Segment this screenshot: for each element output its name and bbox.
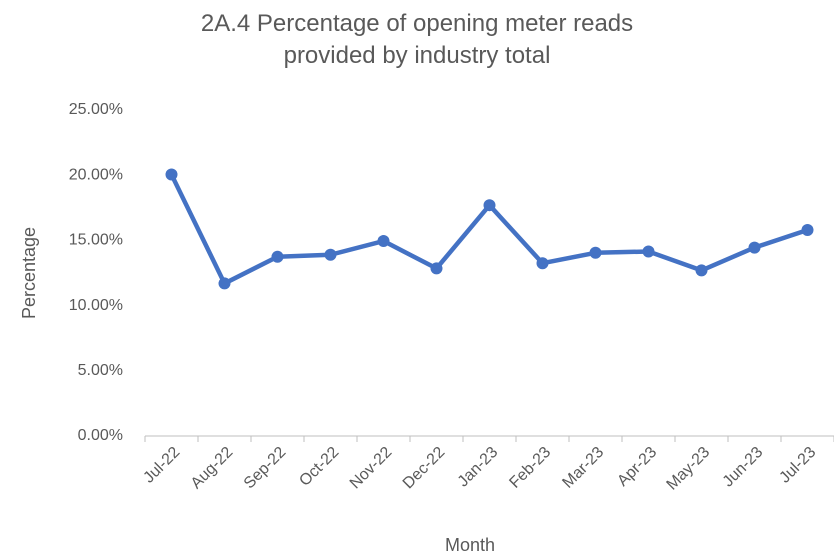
data-point bbox=[589, 246, 602, 259]
x-tick-label: Jun-23 bbox=[720, 444, 767, 491]
x-tick-label: Nov-22 bbox=[347, 444, 396, 493]
y-axis-label: Percentage bbox=[19, 227, 39, 319]
x-axis-label: Month bbox=[445, 535, 495, 555]
data-point bbox=[430, 262, 443, 275]
data-point bbox=[695, 264, 708, 277]
x-tick-label: May-23 bbox=[664, 444, 714, 494]
x-tick-label: Aug-22 bbox=[188, 444, 237, 493]
x-tick-label: Apr-23 bbox=[614, 444, 660, 490]
y-tick-label: 25.00% bbox=[69, 101, 123, 118]
x-tick-label: Jan-23 bbox=[455, 444, 502, 491]
y-tick-label: 0.00% bbox=[78, 427, 123, 444]
x-tick-label: Jul-22 bbox=[140, 444, 183, 487]
x-tick-label: Dec-22 bbox=[400, 444, 449, 493]
y-tick-label: 20.00% bbox=[69, 166, 123, 183]
x-tick-label: Sep-22 bbox=[241, 444, 290, 493]
x-tick-label: Jul-23 bbox=[776, 444, 819, 487]
x-tick-label: Oct-22 bbox=[296, 444, 342, 490]
data-point bbox=[324, 248, 337, 261]
x-tick-label: Feb-23 bbox=[506, 444, 554, 492]
line-series bbox=[169, 173, 809, 286]
data-point bbox=[271, 250, 284, 263]
data-point bbox=[377, 235, 390, 248]
data-point bbox=[536, 257, 549, 270]
y-tick-label: 10.00% bbox=[69, 297, 123, 314]
y-tick-label: 15.00% bbox=[69, 232, 123, 249]
data-point bbox=[483, 199, 496, 212]
data-point bbox=[218, 277, 231, 290]
y-tick-label: 5.00% bbox=[78, 362, 123, 379]
chart-title: 2A.4 Percentage of opening meter reads p… bbox=[200, 10, 634, 69]
x-tick-label: Mar-23 bbox=[559, 444, 607, 492]
data-point bbox=[748, 241, 761, 254]
data-point bbox=[642, 245, 655, 258]
data-point bbox=[801, 223, 814, 236]
data-point bbox=[165, 168, 178, 181]
